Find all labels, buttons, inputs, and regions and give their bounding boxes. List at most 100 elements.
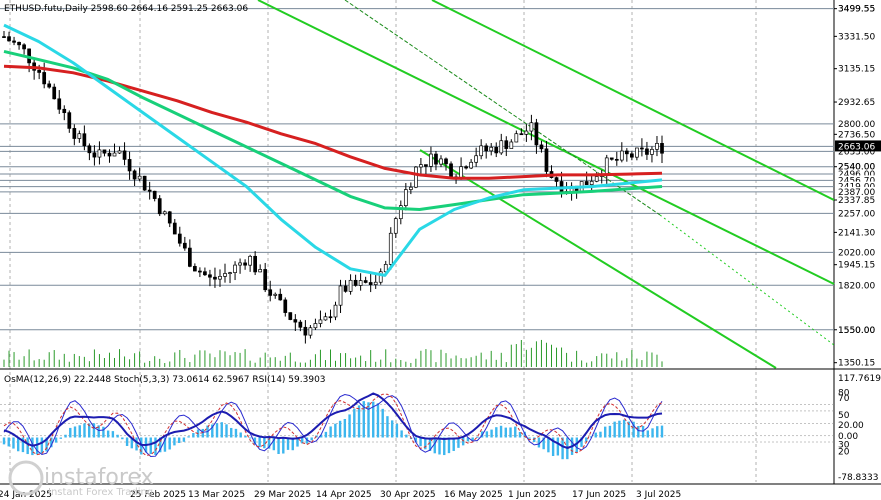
candle-body <box>514 133 519 143</box>
osma-bar <box>286 437 290 450</box>
candle-body <box>383 264 388 273</box>
osma-bar <box>40 437 44 454</box>
osma-bar <box>192 433 195 438</box>
candle-body <box>268 289 273 296</box>
candle-body <box>152 190 157 199</box>
osma-bar <box>125 437 129 446</box>
osma-bar <box>12 437 15 449</box>
stoch-signal-line <box>3 393 663 456</box>
level-label-bg <box>836 247 881 258</box>
osma-bar <box>637 425 640 438</box>
time-axis-label: 13 Mar 2025 <box>188 490 245 500</box>
channel-line <box>419 149 777 369</box>
price-axis-label: 3499.55 <box>838 5 875 15</box>
candle-body <box>424 164 428 167</box>
candle-body <box>7 36 11 42</box>
candle-body <box>539 144 544 150</box>
level-label: 2540.00 <box>838 163 875 173</box>
candle-body <box>630 153 634 158</box>
candle-body <box>182 242 187 249</box>
candle-body <box>529 122 534 132</box>
price-axis-label: 1550.00 <box>838 326 875 336</box>
osma-bar <box>466 437 470 442</box>
osma-bar <box>561 437 564 460</box>
candle-body <box>187 247 192 267</box>
osma-bar <box>376 403 380 438</box>
time-axis-label: 16 May 2025 <box>444 490 503 500</box>
osma-bar <box>594 432 597 438</box>
candle-body <box>293 319 298 323</box>
candle-body <box>112 152 117 157</box>
candle-body <box>258 269 263 273</box>
candle-body <box>434 153 438 165</box>
candle-body <box>132 170 137 180</box>
level-label-bg <box>836 118 881 129</box>
candle-body <box>203 271 207 276</box>
candle-body <box>193 266 197 272</box>
candle-body <box>414 166 418 188</box>
osma-bar <box>211 424 214 438</box>
osma-bar <box>64 434 67 438</box>
osma-bar <box>121 437 124 440</box>
osma-bar <box>83 423 86 438</box>
candle-body <box>288 312 293 320</box>
candle-body <box>72 128 77 139</box>
watermark: instaforex Instant Forex Trading <box>8 460 154 498</box>
candle-body <box>388 232 393 265</box>
candle-body <box>604 157 609 176</box>
osma-bar <box>187 436 190 438</box>
candle-body <box>534 122 539 146</box>
candle-body <box>594 176 599 182</box>
osma-bar <box>424 437 427 450</box>
level-label: 1820.00 <box>838 281 875 291</box>
osma-bar <box>310 437 313 441</box>
level-label-bg <box>836 186 881 197</box>
osma-bar <box>589 436 593 438</box>
osma-bar <box>471 437 474 441</box>
candle-body <box>464 166 468 169</box>
level-label-bg <box>836 280 881 291</box>
osma-bar <box>641 426 645 438</box>
osma-bar <box>528 437 531 439</box>
osma-bar <box>447 437 451 454</box>
osma-bar <box>457 437 460 448</box>
indicator-axis-label: 70 <box>838 394 850 404</box>
osma-bar <box>575 437 578 453</box>
osma-bar <box>7 437 10 447</box>
indicator-axis-label: -78.8333 <box>838 473 878 483</box>
indicator-axis-label: 0.00 <box>838 432 858 442</box>
candle-body <box>92 152 97 158</box>
osma-bar <box>92 423 96 438</box>
osma-bar <box>59 437 63 439</box>
osma-bar <box>334 423 337 438</box>
osma-bar <box>177 437 181 443</box>
osma-bar <box>395 423 399 438</box>
osma-bar <box>504 427 507 438</box>
candle-body <box>589 180 594 185</box>
candle-body <box>544 148 549 172</box>
indicator-panel <box>0 392 834 460</box>
time-axis-label: 14 Apr 2025 <box>316 490 372 500</box>
osma-bar <box>390 420 394 438</box>
osma-bar <box>272 437 276 451</box>
candle-body <box>419 164 423 168</box>
candle-body <box>328 316 333 319</box>
osma-bar <box>102 426 105 438</box>
candle-body <box>554 177 559 182</box>
candle-body <box>363 280 368 283</box>
level-label-bg <box>836 3 881 14</box>
osma-bar <box>646 430 649 438</box>
osma-bar <box>343 418 347 438</box>
candle-body <box>524 130 529 135</box>
candle-body <box>22 44 26 50</box>
candle-body <box>308 327 313 336</box>
level-label: 1550.00 <box>838 326 875 336</box>
osma-bar <box>69 427 72 438</box>
horizontal-levels: 3499.55 2800.00 2663.062633.00 2540.002496.… <box>0 3 881 336</box>
watermark-brand: instaforex <box>44 465 154 490</box>
osma-bar <box>263 437 266 449</box>
level-label: 2633.00 <box>838 147 875 157</box>
osma-bar <box>111 431 115 438</box>
osma-bar <box>651 428 654 438</box>
